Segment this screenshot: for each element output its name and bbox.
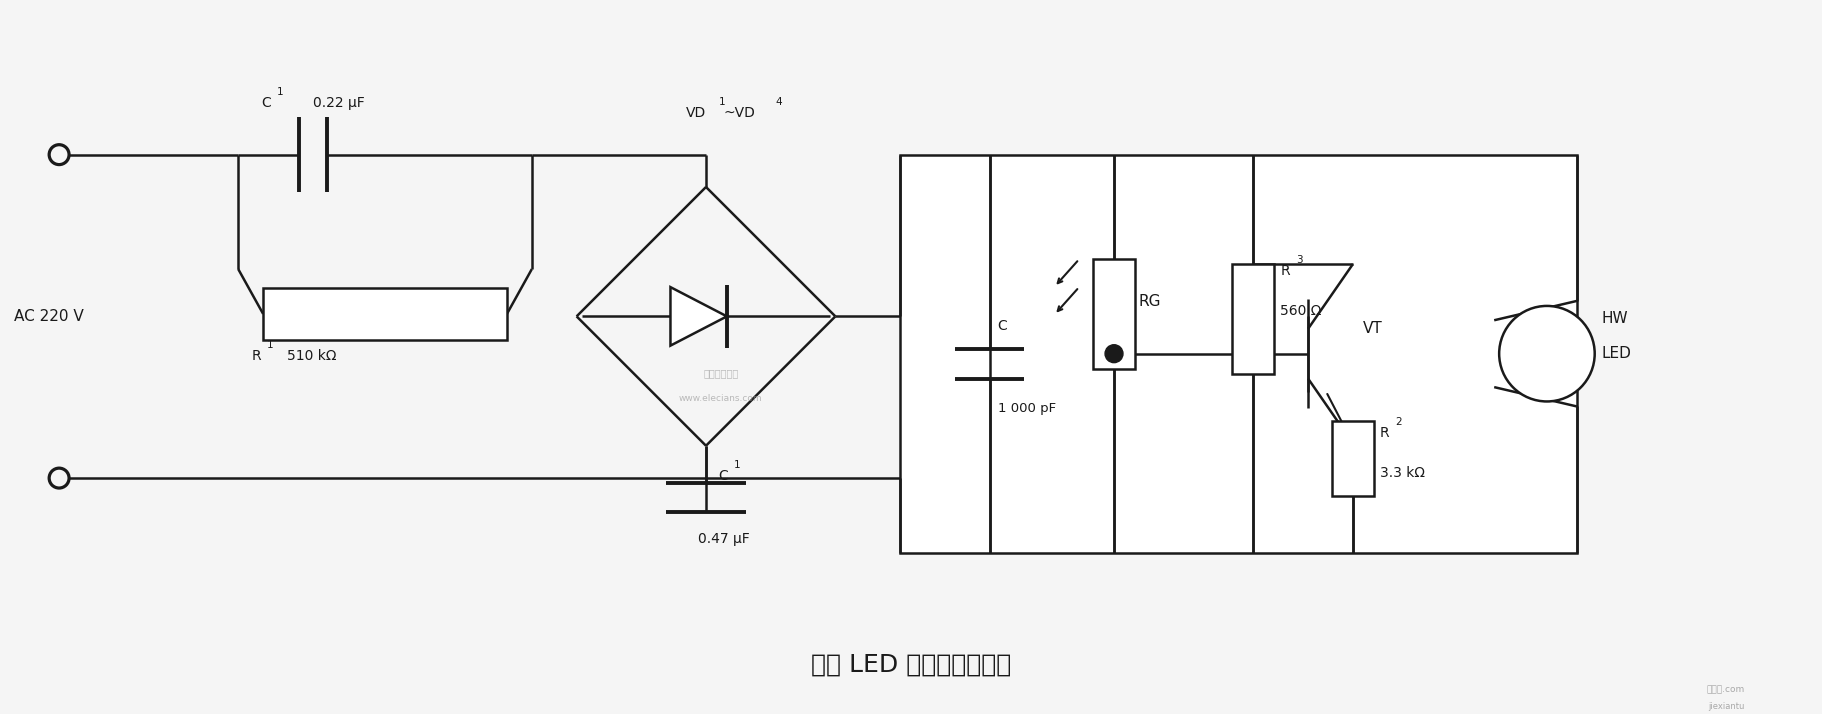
- Text: 1: 1: [266, 340, 273, 350]
- Text: HW: HW: [1602, 311, 1629, 326]
- Text: jiexiantu: jiexiantu: [1707, 703, 1744, 711]
- Text: 3.3 kΩ: 3.3 kΩ: [1379, 466, 1425, 480]
- Text: C: C: [261, 96, 271, 110]
- Bar: [900, 155, 1576, 553]
- Text: 4: 4: [776, 97, 782, 107]
- Text: 接线图.com: 接线图.com: [1707, 685, 1745, 695]
- Text: 电子爱好友网: 电子爱好友网: [703, 368, 738, 378]
- Text: 2: 2: [1396, 418, 1403, 428]
- Text: 1 000 pF: 1 000 pF: [998, 402, 1055, 415]
- Text: VT: VT: [1363, 321, 1383, 336]
- Bar: [1232, 264, 1274, 373]
- Text: 0.47 μF: 0.47 μF: [698, 533, 751, 546]
- Text: C: C: [718, 468, 727, 483]
- Text: VD: VD: [687, 106, 707, 120]
- Circle shape: [1106, 345, 1122, 363]
- Circle shape: [1500, 306, 1594, 401]
- Text: 1: 1: [720, 97, 725, 107]
- Text: R: R: [1281, 264, 1290, 278]
- Text: 0.22 μF: 0.22 μF: [313, 96, 364, 110]
- Text: 1: 1: [277, 87, 282, 97]
- Text: 510 kΩ: 510 kΩ: [288, 348, 337, 363]
- Text: 560 Ω: 560 Ω: [1281, 304, 1321, 318]
- Text: LED: LED: [1602, 346, 1631, 361]
- Text: www.elecians.com: www.elecians.com: [680, 394, 763, 403]
- Text: 3: 3: [1295, 255, 1303, 265]
- Text: 1: 1: [734, 460, 740, 470]
- Text: R: R: [251, 348, 261, 363]
- Text: R: R: [1379, 426, 1390, 441]
- Bar: [262, 288, 507, 340]
- Text: 鱼塘 LED 捕蛾灯电路原理: 鱼塘 LED 捕蛾灯电路原理: [811, 652, 1011, 676]
- Text: ~VD: ~VD: [723, 106, 756, 120]
- Polygon shape: [670, 287, 727, 346]
- Bar: [1332, 421, 1374, 496]
- Bar: [1093, 259, 1135, 368]
- Text: AC 220 V: AC 220 V: [15, 309, 84, 324]
- Text: RG: RG: [1139, 294, 1161, 309]
- Text: C: C: [998, 319, 1008, 333]
